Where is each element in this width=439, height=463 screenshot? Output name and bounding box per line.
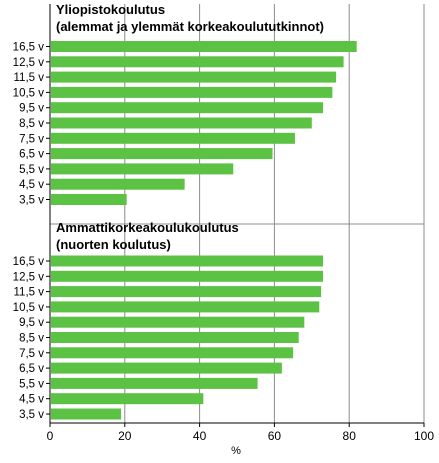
category-label: 3,5 v — [19, 409, 44, 421]
bar — [51, 255, 324, 267]
category-label: 7,5 v — [19, 133, 44, 145]
bar — [51, 408, 122, 420]
category-label: 11,5 v — [14, 72, 45, 84]
bar — [51, 301, 320, 313]
category-label: 4,5 v — [19, 179, 44, 191]
category-label: 16,5 v — [13, 42, 45, 54]
bar — [51, 332, 299, 343]
bar — [51, 316, 305, 328]
bar — [51, 102, 324, 114]
bar — [51, 270, 324, 282]
x-tick-label: 80 — [343, 429, 357, 443]
category-label: 6,5 v — [19, 149, 44, 161]
category-label: 12,5 v — [13, 57, 45, 69]
x-tick-label: 20 — [118, 429, 132, 443]
panel-subtitle: (nuorten koulutus) — [56, 237, 171, 252]
category-label: 12,5 v — [13, 271, 45, 283]
category-label: 5,5 v — [19, 164, 44, 176]
category-label: 16,5 v — [13, 256, 45, 268]
panel-title: Ammattikorkeakoulukoulutus — [56, 220, 239, 235]
category-label: 8,5 v — [19, 118, 44, 130]
bar — [51, 194, 127, 205]
category-label: 4,5 v — [19, 394, 44, 406]
category-label: 10,5 v — [13, 302, 45, 314]
bar — [51, 41, 357, 52]
bar — [51, 117, 312, 129]
x-tick-label: 40 — [193, 429, 207, 443]
bar — [51, 148, 273, 160]
category-label: 9,5 v — [19, 317, 44, 329]
x-axis-label: % — [231, 445, 241, 457]
category-label: 10,5 v — [13, 87, 45, 99]
panel-subtitle: (alemmat ja ylemmät korkeakoulututkinnot… — [56, 19, 324, 34]
category-label: 3,5 v — [19, 195, 44, 207]
bar — [51, 178, 185, 190]
bar — [51, 393, 204, 405]
bar — [51, 347, 294, 359]
category-label: 5,5 v — [19, 378, 44, 390]
x-tick-label: 0 — [47, 429, 54, 443]
category-label: 7,5 v — [19, 348, 44, 360]
bar — [51, 362, 282, 374]
panel-title: Yliopistokoulutus — [56, 2, 165, 17]
bar — [51, 56, 344, 68]
x-tick-label: 100 — [414, 429, 434, 443]
category-label: 11,5 v — [14, 287, 45, 299]
bar — [51, 286, 322, 298]
category-label: 9,5 v — [19, 103, 44, 115]
bar — [51, 163, 234, 175]
category-label: 8,5 v — [19, 333, 44, 345]
bar — [51, 377, 258, 389]
bar — [51, 86, 333, 98]
x-tick-label: 60 — [268, 429, 282, 443]
category-label: 6,5 v — [19, 363, 44, 375]
bar — [51, 71, 337, 83]
bar — [51, 132, 295, 144]
